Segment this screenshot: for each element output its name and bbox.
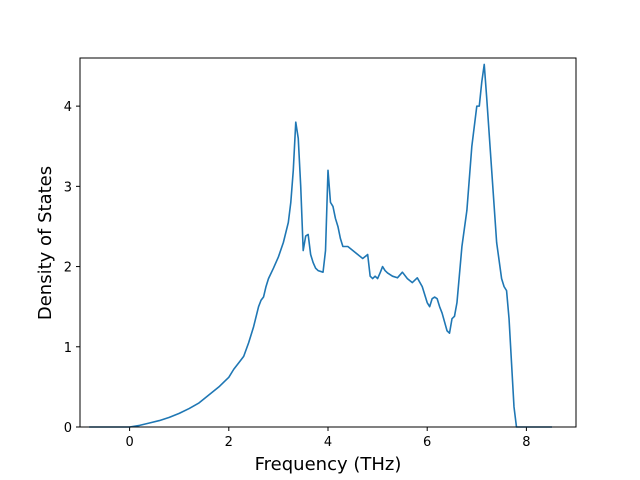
ylabel-group: Density of States [35,166,56,320]
x-tick-label-0: 0 [125,435,133,450]
plot-frame [79,57,577,428]
x-tick-label-2: 4 [324,435,332,450]
y-tick-label-0: 0 [64,421,72,436]
dos-series-line [89,63,552,428]
y-tick-label-1: 1 [64,341,72,356]
y-axis-label: Density of States [35,166,56,320]
ticks: 0 2 4 6 8 0 1 2 3 4 [64,100,531,450]
y-tick-label-4: 4 [64,100,72,115]
x-tick-label-1: 2 [225,435,233,450]
x-axis-label: Frequency (THz) [255,454,402,475]
y-tick-label-3: 3 [64,180,72,195]
y-tick-label-2: 2 [64,261,72,276]
x-tick-label-4: 8 [522,435,530,450]
x-tick-label-3: 6 [423,435,431,450]
